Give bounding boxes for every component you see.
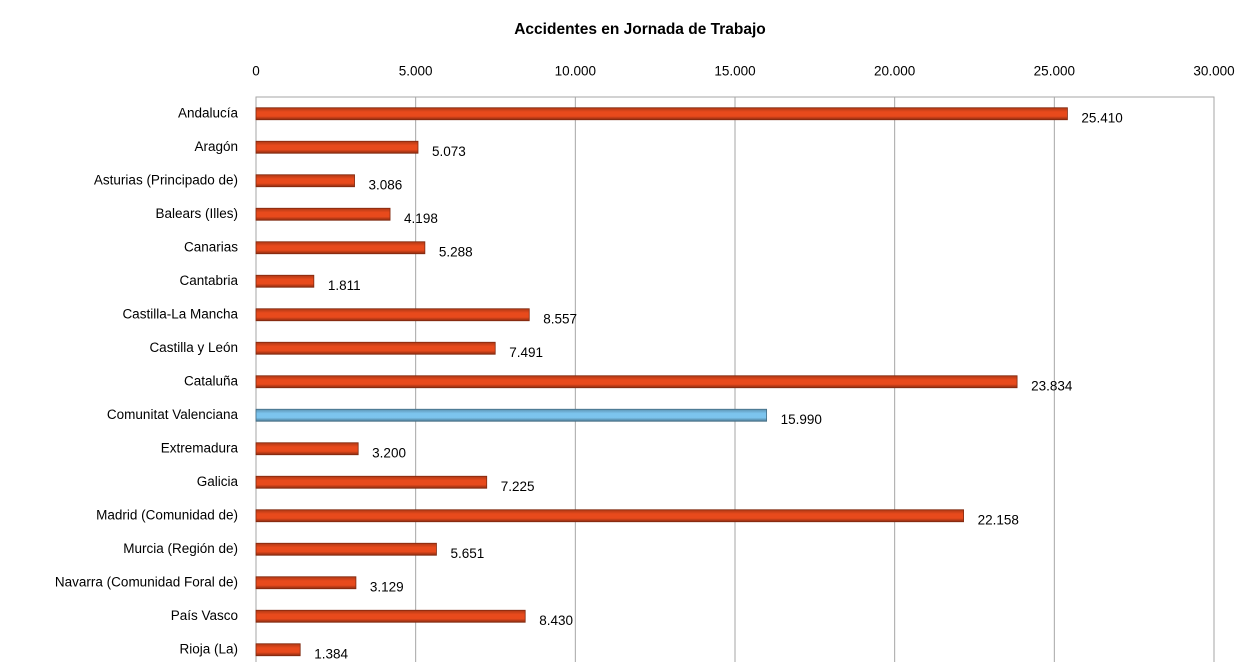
y-tick-label: Andalucía bbox=[178, 105, 239, 120]
bar bbox=[255, 408, 768, 422]
bar bbox=[255, 308, 530, 322]
y-tick-label: Castilla y León bbox=[149, 340, 238, 355]
y-tick-label: Extremadura bbox=[161, 440, 239, 455]
y-tick-label: País Vasco bbox=[171, 608, 238, 623]
bar bbox=[255, 643, 301, 657]
bar bbox=[255, 241, 426, 255]
value-label: 23.834 bbox=[1031, 378, 1073, 393]
x-tick-label: 30.000 bbox=[1193, 64, 1234, 79]
y-tick-label: Balears (Illes) bbox=[155, 206, 238, 221]
bar bbox=[255, 375, 1018, 389]
value-label: 3.200 bbox=[372, 445, 406, 460]
y-tick-label: Murcia (Región de) bbox=[123, 541, 238, 556]
x-tick-label: 25.000 bbox=[1034, 64, 1075, 79]
value-label: 22.158 bbox=[978, 512, 1019, 527]
value-label: 4.198 bbox=[404, 211, 438, 226]
bar bbox=[255, 207, 391, 221]
value-label: 5.073 bbox=[432, 144, 466, 159]
x-tick-label: 5.000 bbox=[399, 64, 433, 79]
chart-title: Accidentes en Jornada de Trabajo bbox=[514, 21, 766, 38]
y-tick-label: Aragón bbox=[194, 139, 238, 154]
y-tick-label: Comunitat Valenciana bbox=[107, 407, 239, 422]
y-tick-label: Asturias (Principado de) bbox=[94, 172, 238, 187]
bar bbox=[255, 509, 964, 523]
y-tick-label: Galicia bbox=[197, 474, 239, 489]
bar bbox=[255, 107, 1068, 121]
bar bbox=[255, 174, 355, 188]
bar bbox=[255, 341, 496, 355]
bar bbox=[255, 542, 437, 556]
bar bbox=[255, 609, 526, 623]
x-tick-label: 20.000 bbox=[874, 64, 915, 79]
y-tick-label: Castilla-La Mancha bbox=[122, 306, 238, 321]
y-tick-label: Rioja (La) bbox=[179, 641, 238, 656]
value-label: 1.811 bbox=[328, 278, 361, 293]
x-tick-label: 10.000 bbox=[555, 64, 596, 79]
value-label: 8.430 bbox=[539, 613, 573, 628]
value-label: 5.651 bbox=[450, 546, 484, 561]
value-label: 1.384 bbox=[314, 646, 348, 661]
value-label: 3.086 bbox=[369, 177, 403, 192]
y-tick-label: Navarra (Comunidad Foral de) bbox=[55, 574, 238, 589]
value-label: 5.288 bbox=[439, 244, 473, 259]
bar bbox=[255, 274, 315, 288]
bar bbox=[255, 442, 359, 456]
bar bbox=[255, 576, 357, 590]
value-label: 15.990 bbox=[781, 412, 822, 427]
x-tick-label: 0 bbox=[252, 64, 260, 79]
value-label: 3.129 bbox=[370, 579, 404, 594]
y-tick-label: Canarias bbox=[184, 239, 238, 254]
value-label: 7.491 bbox=[509, 345, 543, 360]
y-tick-label: Cantabria bbox=[179, 273, 238, 288]
value-label: 25.410 bbox=[1081, 110, 1122, 125]
bar bbox=[255, 140, 419, 154]
y-tick-label: Cataluña bbox=[184, 373, 239, 388]
bar bbox=[255, 475, 488, 489]
y-tick-label: Madrid (Comunidad de) bbox=[96, 507, 238, 522]
x-tick-label: 15.000 bbox=[714, 64, 755, 79]
value-label: 7.225 bbox=[501, 479, 535, 494]
value-label: 8.557 bbox=[543, 311, 577, 326]
